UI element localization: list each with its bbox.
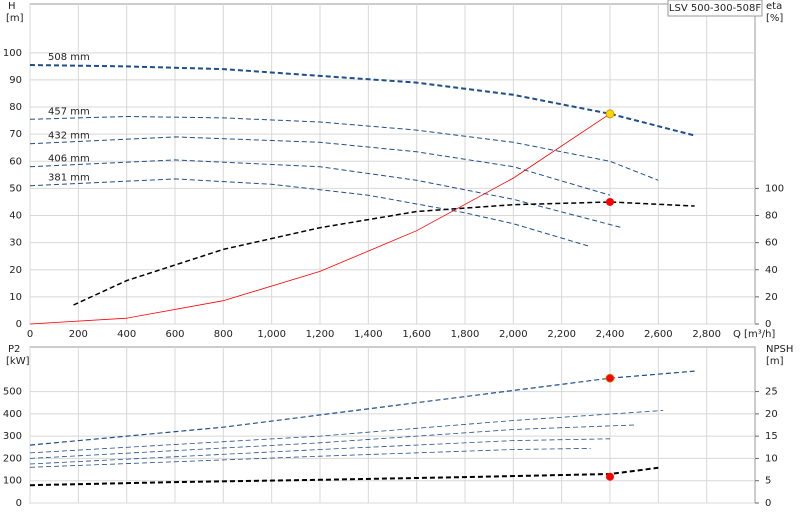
x-tick-label: 1,600 bbox=[402, 329, 431, 340]
y2-axis-unit: [m] bbox=[766, 356, 784, 367]
curve bbox=[29, 466, 659, 487]
curve bbox=[29, 410, 664, 454]
curve bbox=[29, 438, 611, 465]
x-tick-label: 800 bbox=[214, 329, 233, 340]
y-axis-label: P2 bbox=[8, 344, 20, 355]
y2-tick-label: 20 bbox=[765, 409, 778, 420]
curve bbox=[73, 201, 695, 306]
y-tick-label: 10 bbox=[9, 292, 22, 303]
x-tick-label: 600 bbox=[165, 329, 184, 340]
y2-tick-label: 10 bbox=[765, 453, 778, 464]
y2-tick-label: 15 bbox=[765, 431, 778, 442]
y-tick-label: 50 bbox=[9, 183, 22, 194]
y-tick-label: 0 bbox=[16, 498, 22, 509]
x-tick-label: 1,400 bbox=[354, 329, 383, 340]
title-box bbox=[667, 0, 763, 17]
y-tick-label: 70 bbox=[9, 129, 22, 140]
x-tick-label: 1,200 bbox=[306, 329, 335, 340]
y2-tick-label: 60 bbox=[765, 238, 778, 249]
y-tick-label: 60 bbox=[9, 156, 22, 167]
y2-axis-unit: [%] bbox=[766, 13, 783, 24]
x-tick-label: 1,000 bbox=[257, 329, 286, 340]
curve bbox=[29, 424, 635, 459]
x-tick-label: 200 bbox=[69, 329, 88, 340]
curve bbox=[29, 448, 591, 468]
y2-tick-label: 0 bbox=[765, 319, 771, 330]
y2-tick-label: 5 bbox=[765, 476, 771, 487]
y2-tick-label: 80 bbox=[765, 211, 778, 222]
y-tick-label: 80 bbox=[9, 102, 22, 113]
curve-label: 381 mm bbox=[48, 173, 90, 184]
y-tick-label: 300 bbox=[3, 431, 22, 442]
curve bbox=[29, 136, 611, 196]
curve-label: 406 mm bbox=[48, 154, 90, 165]
curve bbox=[29, 115, 659, 181]
y-tick-label: 40 bbox=[9, 211, 22, 222]
chart-title: LSV 500-300-508F bbox=[669, 3, 761, 14]
y-axis-unit: [m] bbox=[6, 13, 24, 24]
curve-label: 432 mm bbox=[48, 131, 90, 142]
operating-point bbox=[605, 109, 615, 119]
operating-point bbox=[606, 472, 614, 481]
curve-label: 508 mm bbox=[48, 52, 90, 63]
y-tick-label: 200 bbox=[3, 453, 22, 464]
y2-tick-label: 100 bbox=[765, 183, 784, 194]
y-tick-label: 100 bbox=[3, 48, 22, 59]
operating-point bbox=[605, 373, 615, 383]
y2-tick-label: 40 bbox=[765, 265, 778, 276]
y-tick-label: 90 bbox=[9, 75, 22, 86]
x-tick-label: 2,200 bbox=[547, 329, 576, 340]
y-axis-unit: [kW] bbox=[6, 356, 30, 367]
x-axis-label: Q [m³/h] bbox=[733, 329, 775, 340]
y-tick-label: 100 bbox=[3, 476, 22, 487]
curve bbox=[29, 178, 591, 248]
x-tick-label: 2,800 bbox=[692, 329, 721, 340]
curve-label: 457 mm bbox=[48, 106, 90, 117]
y2-tick-label: 25 bbox=[765, 387, 778, 398]
y-tick-label: 20 bbox=[9, 265, 22, 276]
y-tick-label: 30 bbox=[9, 238, 22, 249]
y2-axis-label: eta bbox=[766, 1, 782, 12]
x-tick-label: 2,400 bbox=[596, 329, 625, 340]
y-tick-label: 0 bbox=[16, 319, 22, 330]
y2-axis-label: NPSH bbox=[766, 344, 793, 355]
curve bbox=[29, 370, 695, 446]
curve bbox=[29, 113, 611, 325]
x-tick-label: 2,000 bbox=[499, 329, 528, 340]
x-tick-label: 400 bbox=[117, 329, 136, 340]
y-axis-label: H bbox=[8, 1, 16, 12]
y-tick-label: 500 bbox=[3, 387, 22, 398]
x-tick-label: 1,800 bbox=[451, 329, 480, 340]
curve bbox=[29, 64, 695, 137]
x-tick-label: 2,600 bbox=[644, 329, 673, 340]
y2-tick-label: 20 bbox=[765, 292, 778, 303]
x-tick-label: 0 bbox=[27, 329, 33, 340]
y-tick-label: 400 bbox=[3, 409, 22, 420]
operating-point bbox=[606, 197, 614, 206]
y2-tick-label: 0 bbox=[765, 498, 771, 509]
